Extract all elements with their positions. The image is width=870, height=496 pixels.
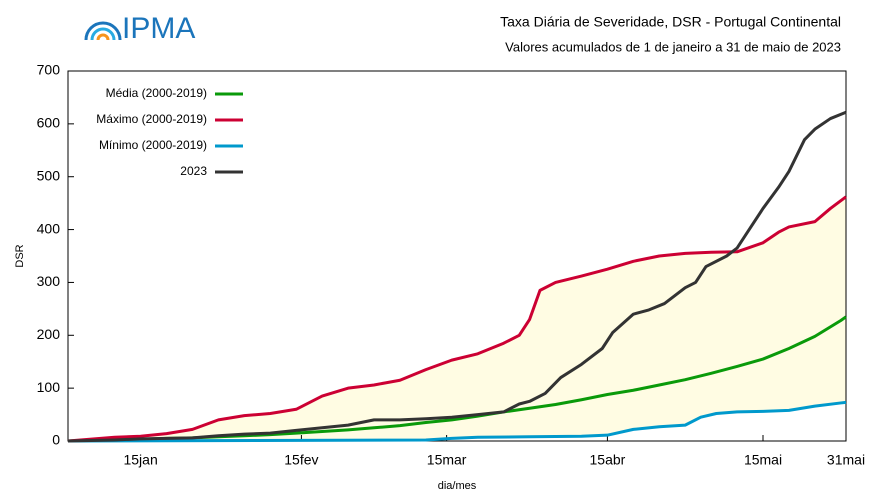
x-tick-label: 15abr (590, 452, 626, 468)
series-line (67, 400, 847, 443)
y-tick-label: 200 (37, 326, 61, 342)
x-axis-label: dia/mes (438, 480, 477, 491)
legend-label: Máximo (2000-2019) (96, 112, 207, 126)
logo-icon (84, 21, 122, 41)
series-line (67, 110, 847, 443)
plot-frame (67, 70, 847, 442)
x-tick-label: 15fev (284, 452, 318, 468)
y-tick-label: 0 (52, 432, 60, 448)
y-tick-label: 600 (37, 115, 61, 131)
legend-label: Média (2000-2019) (106, 86, 207, 100)
y-tick-label: 100 (37, 379, 61, 395)
series-line (67, 195, 847, 443)
logo-text: IPMA (122, 12, 195, 45)
y-tick-label: 300 (37, 273, 61, 289)
x-tick-label: 15mar (427, 452, 467, 468)
x-tick-label: 15jan (123, 452, 157, 468)
legend-label: 2023 (180, 164, 207, 178)
y-axis-label: DSR (14, 244, 26, 267)
y-tick-label: 700 (37, 62, 61, 78)
x-tick-label: 31mai (827, 452, 865, 468)
x-tick-label: 15mai (744, 452, 782, 468)
y-tick-label: 400 (37, 220, 61, 236)
chart-subtitle: Valores acumulados de 1 de janeiro a 31 … (505, 39, 841, 54)
range-band (68, 196, 846, 441)
y-tick-label: 500 (37, 167, 61, 183)
legend-label: Mínimo (2000-2019) (99, 138, 207, 152)
chart-title: Taxa Diária de Severidade, DSR - Portuga… (500, 14, 841, 30)
